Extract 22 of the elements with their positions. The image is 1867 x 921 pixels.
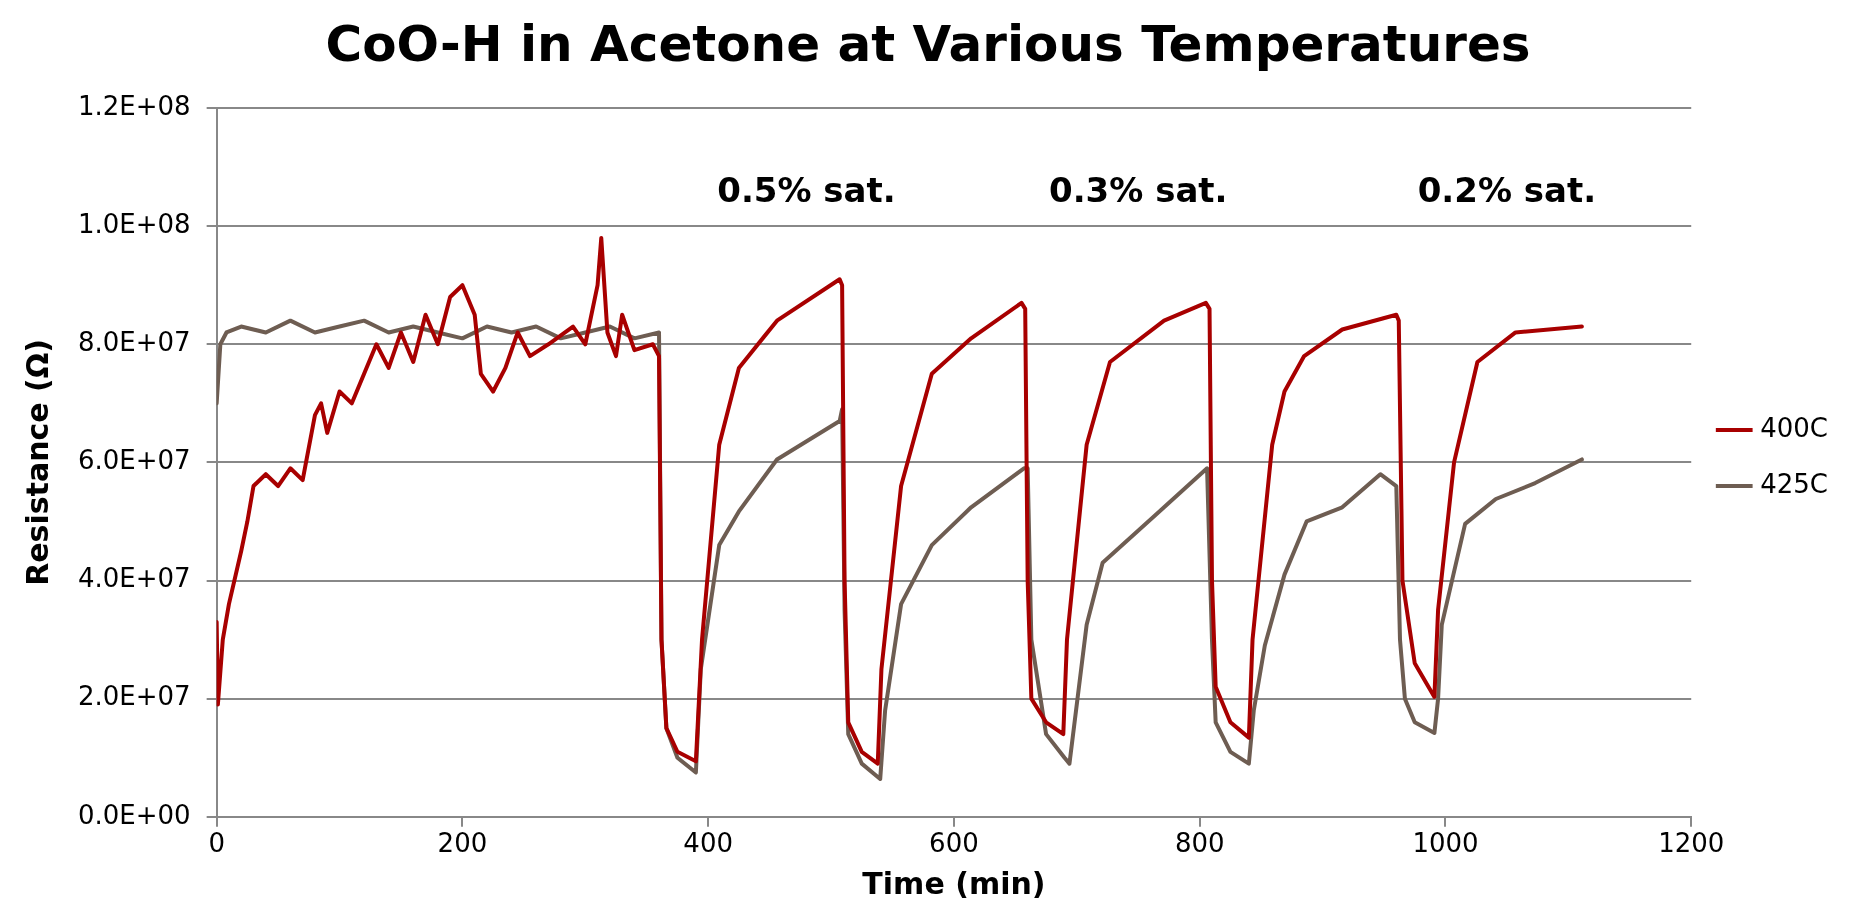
y-tick-label: 1.2E+08 (77, 90, 191, 121)
y-tick-label: 0.0E+00 (77, 799, 191, 830)
x-tick-label: 1000 (1412, 828, 1479, 859)
y-tick-label: 4.0E+07 (77, 563, 191, 594)
chart-title: CoO-H in Acetone at Various Temperatures (325, 14, 1531, 73)
annotation: 0.2% sat. (1417, 169, 1597, 210)
legend-label: 400C (1760, 412, 1828, 443)
x-tick-label: 800 (1174, 828, 1225, 859)
y-tick-label: 2.0E+07 (77, 681, 191, 712)
x-tick-label: 600 (929, 828, 979, 859)
x-tick-label: 200 (437, 828, 488, 859)
x-tick-label: 0 (208, 828, 225, 859)
y-axis-title: Resistance (Ω) (19, 338, 55, 586)
x-axis-title: Time (min) (862, 865, 1046, 901)
legend-label: 425C (1760, 468, 1828, 499)
x-tick-label: 1200 (1658, 828, 1725, 859)
annotation: 0.3% sat. (1049, 169, 1228, 210)
y-tick-label: 1.0E+08 (77, 208, 191, 239)
annotation: 0.5% sat. (717, 169, 896, 210)
y-tick-label: 8.0E+07 (77, 327, 191, 358)
x-tick-label: 400 (683, 828, 733, 859)
y-tick-label: 6.0E+07 (77, 445, 191, 476)
